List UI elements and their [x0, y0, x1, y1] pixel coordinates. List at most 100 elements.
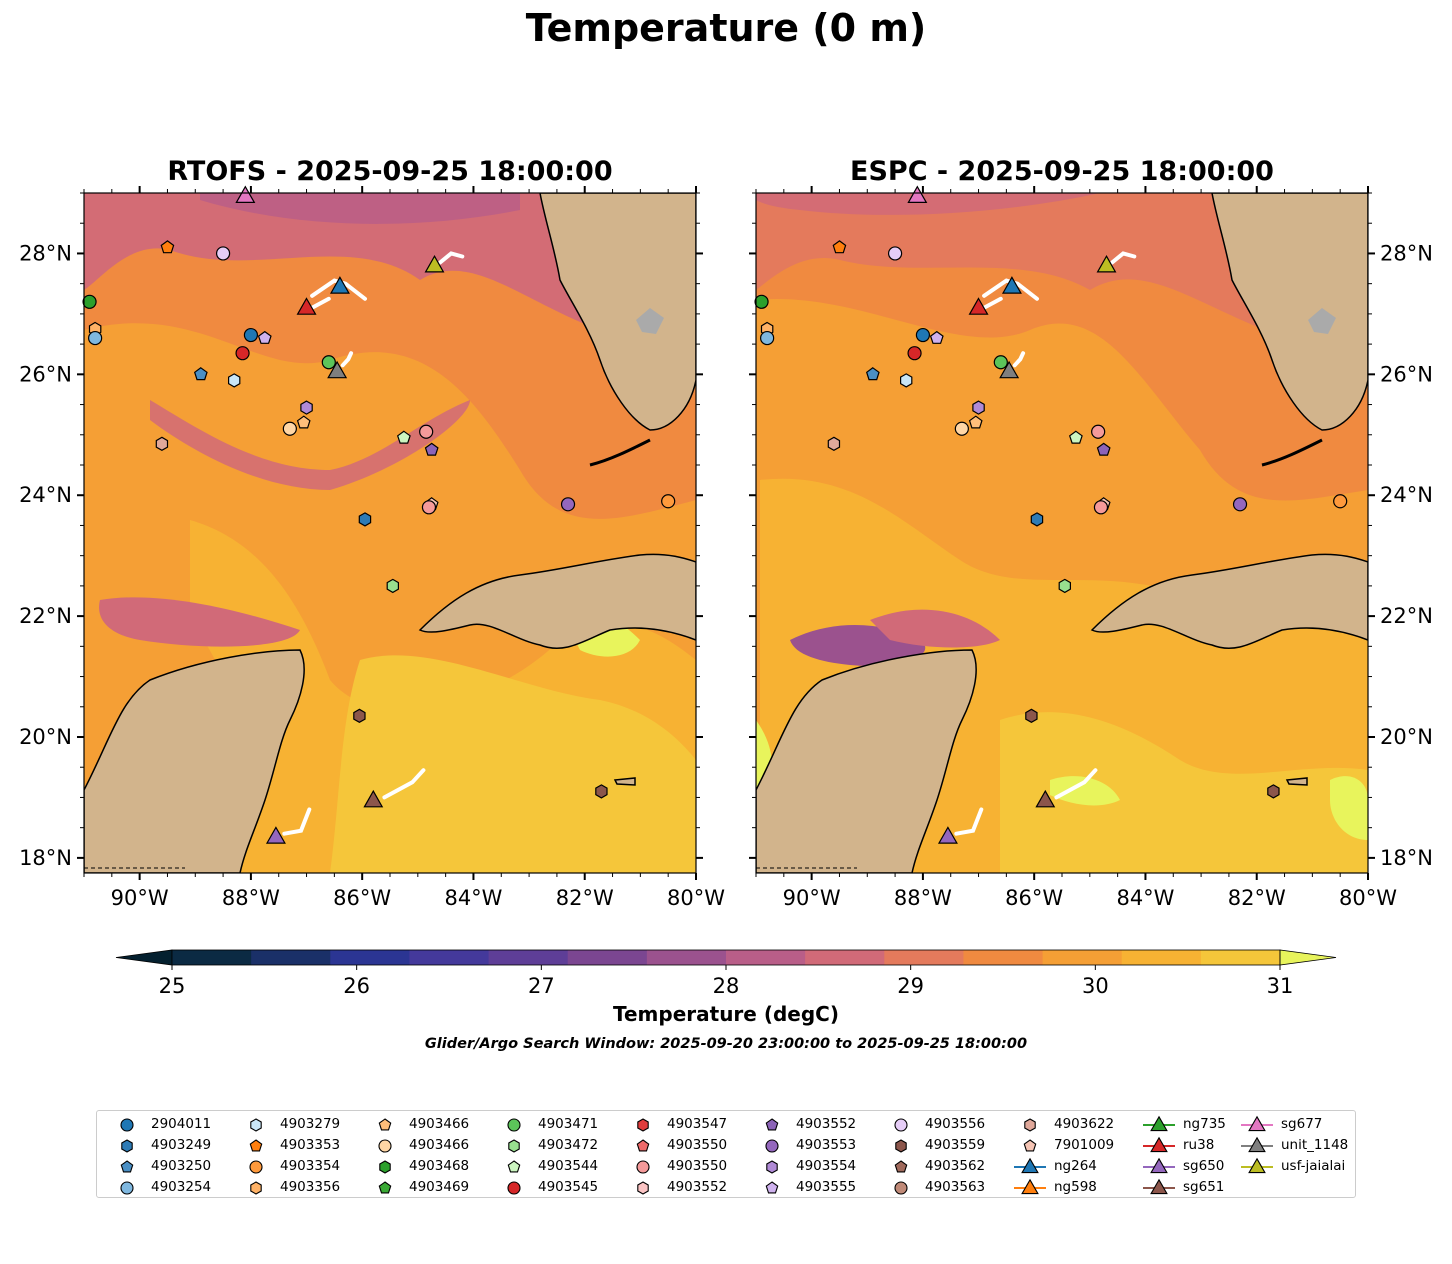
argo-float-marker[interactable] — [300, 400, 313, 415]
lat-tick-label: 24°N — [19, 483, 72, 507]
argo-float-marker[interactable] — [155, 436, 169, 451]
argo-float-marker[interactable] — [1068, 430, 1083, 444]
argo-float-marker[interactable] — [972, 400, 985, 415]
argo-float-marker[interactable] — [1333, 494, 1348, 509]
glider-marker[interactable] — [296, 297, 317, 315]
argo-float-marker[interactable] — [396, 430, 411, 444]
legend-label: 4903550 — [667, 1158, 728, 1174]
legend-marker-icon — [507, 1160, 521, 1173]
argo-float-marker[interactable] — [1025, 708, 1038, 723]
lat-tick-label: 18°N — [1380, 846, 1433, 870]
glider-marker[interactable] — [424, 254, 445, 273]
florida-keys — [1261, 438, 1323, 467]
legend-marker-icon — [636, 1139, 650, 1152]
argo-float-marker[interactable] — [353, 708, 366, 723]
lake-okeechobee — [1308, 308, 1336, 334]
argo-float-marker[interactable] — [88, 330, 103, 346]
cool-band — [99, 597, 301, 647]
argo-float-marker[interactable] — [424, 442, 439, 456]
land-florida — [1211, 193, 1368, 431]
colorbar-tick-label: 30 — [1082, 974, 1109, 998]
lat-tick-label: 26°N — [19, 362, 72, 386]
argo-float-marker[interactable] — [929, 330, 944, 344]
argo-float-marker[interactable] — [827, 436, 841, 451]
argo-float-marker[interactable] — [321, 355, 336, 370]
legend-label: 4903552 — [667, 1179, 728, 1195]
glider-track — [1110, 251, 1137, 265]
argo-float-marker[interactable] — [993, 355, 1008, 370]
legend-label: sg677 — [1281, 1116, 1323, 1132]
map-panel-rtofs[interactable] — [82, 185, 697, 874]
argo-float-marker[interactable] — [1096, 442, 1111, 456]
argo-float-marker[interactable] — [1030, 512, 1044, 527]
glider-marker[interactable] — [1035, 789, 1056, 808]
legend-marker-icon — [1241, 1115, 1273, 1132]
argo-float-marker[interactable] — [82, 294, 97, 309]
legend-symbol — [894, 1181, 908, 1195]
argo-float-marker[interactable] — [1093, 500, 1109, 515]
small-island — [1285, 777, 1308, 786]
argo-float-marker[interactable] — [421, 500, 437, 515]
glider-marker[interactable] — [265, 826, 286, 844]
argo-float-marker[interactable] — [1091, 424, 1106, 439]
glider-marker[interactable] — [907, 185, 928, 203]
legend-symbol — [1023, 1139, 1037, 1152]
lon-tick-label: 90°W — [783, 886, 841, 910]
lon-tick-label: 86°W — [1005, 886, 1063, 910]
argo-float-marker[interactable] — [419, 424, 434, 439]
panel-title-espc: ESPC - 2025-09-25 18:00:00 — [850, 156, 1274, 187]
legend-marker-icon — [637, 1118, 649, 1132]
argo-float-marker[interactable] — [832, 240, 847, 254]
argo-float-marker[interactable] — [257, 330, 272, 344]
argo-float-marker[interactable] — [899, 373, 913, 388]
argo-float-marker[interactable] — [760, 330, 775, 346]
argo-float-marker[interactable] — [954, 421, 969, 436]
glider-marker[interactable] — [999, 360, 1020, 379]
glider-marker[interactable] — [1001, 276, 1022, 294]
glider-marker[interactable] — [329, 276, 350, 294]
legend-symbol — [121, 1139, 133, 1153]
argo-float-marker[interactable] — [865, 367, 880, 381]
argo-float-marker[interactable] — [968, 415, 983, 429]
argo-float-marker[interactable] — [235, 346, 250, 361]
argo-float-marker[interactable] — [228, 373, 241, 388]
glider-marker[interactable] — [937, 826, 958, 844]
argo-float-marker[interactable] — [1267, 784, 1280, 799]
glider-marker[interactable] — [363, 789, 384, 808]
argo-float-marker[interactable] — [386, 578, 399, 594]
argo-float-marker[interactable] — [296, 415, 311, 429]
glider-marker[interactable] — [968, 297, 989, 315]
argo-float-marker[interactable] — [358, 512, 372, 527]
legend-label: ru38 — [1183, 1137, 1215, 1153]
argo-float-marker[interactable] — [754, 294, 769, 309]
argo-float-marker[interactable] — [243, 327, 259, 343]
legend-label: 4903466 — [409, 1137, 470, 1153]
legend-marker-icon — [1241, 1157, 1273, 1174]
glider-marker[interactable] — [327, 360, 348, 379]
argo-float-marker[interactable] — [193, 367, 208, 381]
argo-float-marker[interactable] — [1058, 578, 1072, 594]
glider-marker[interactable] — [235, 185, 256, 203]
argo-float-marker[interactable] — [661, 494, 676, 509]
argo-float-marker[interactable] — [915, 327, 931, 343]
glider-marker[interactable] — [1096, 254, 1117, 273]
lat-tick-label: 28°N — [1380, 241, 1433, 265]
argo-float-marker[interactable] — [595, 784, 608, 799]
legend-label: 2904011 — [151, 1116, 212, 1132]
legend-marker-icon — [249, 1160, 263, 1174]
legend-label: usf-jaialai — [1281, 1158, 1346, 1174]
argo-float-marker[interactable] — [887, 246, 903, 261]
legend-symbol — [378, 1118, 392, 1131]
argo-float-marker[interactable] — [160, 240, 175, 254]
argo-float-marker[interactable] — [215, 246, 231, 261]
argo-float-marker[interactable] — [282, 421, 297, 436]
argo-float-marker[interactable] — [1232, 497, 1248, 512]
legend-symbol — [249, 1160, 263, 1174]
colorbar-segment — [330, 950, 410, 965]
argo-float-marker[interactable] — [907, 346, 922, 361]
map-panel-espc[interactable] — [754, 185, 1369, 874]
argo-float-marker[interactable] — [560, 497, 576, 512]
legend-symbol — [507, 1181, 521, 1195]
legend-marker-icon — [636, 1160, 650, 1174]
